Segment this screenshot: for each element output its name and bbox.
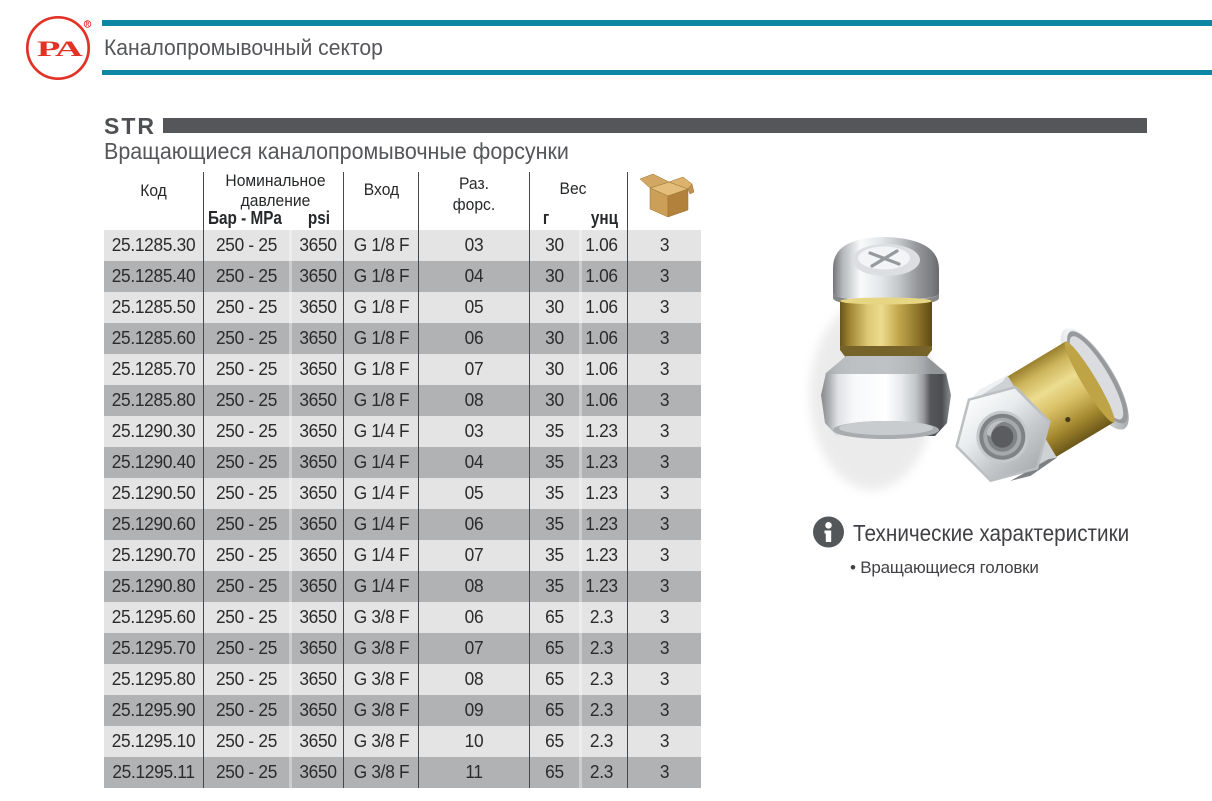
svg-text:PA: PA — [37, 36, 83, 61]
